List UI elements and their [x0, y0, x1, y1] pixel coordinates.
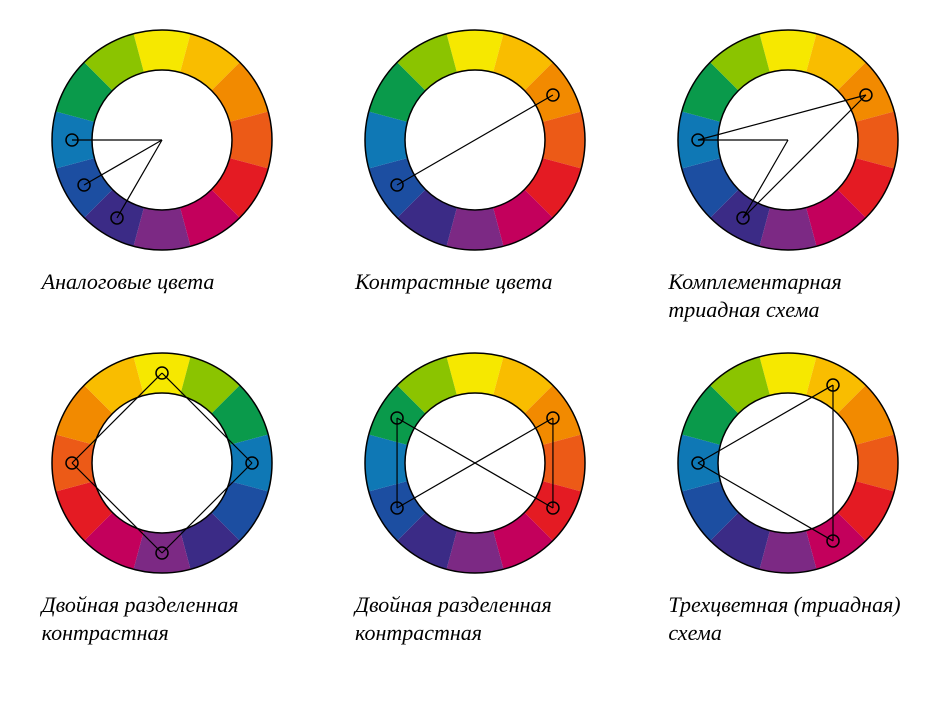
- color-wheel: [42, 343, 282, 583]
- scheme-cell-double-split-a: Двойная разделенная контрастная: [20, 343, 303, 646]
- wheel-wrap: [42, 343, 282, 583]
- scheme-cell-double-split-b: Двойная разделенная контрастная: [333, 343, 616, 646]
- wheel-wrap: [668, 343, 908, 583]
- color-wheel: [355, 20, 595, 260]
- color-wheel: [668, 20, 908, 260]
- color-wheel: [668, 343, 908, 583]
- scheme-label: Аналоговые цвета: [42, 268, 282, 296]
- scheme-cell-complementary-triad: Комплементарная триадная схема: [647, 20, 930, 323]
- scheme-cell-triadic: Трехцветная (триадная) схема: [647, 343, 930, 646]
- scheme-cell-analogous: Аналоговые цвета: [20, 20, 303, 323]
- scheme-label: Комплементарная триадная схема: [668, 268, 908, 323]
- wheel-inner-ring: [92, 393, 232, 533]
- scheme-label: Контрастные цвета: [355, 268, 595, 296]
- wheel-wrap: [668, 20, 908, 260]
- wheel-wrap: [355, 343, 595, 583]
- scheme-label: Двойная разделенная контрастная: [355, 591, 595, 646]
- wheel-wrap: [42, 20, 282, 260]
- scheme-cell-contrast: Контрастные цвета: [333, 20, 616, 323]
- color-wheel: [355, 343, 595, 583]
- color-wheel: [42, 20, 282, 260]
- scheme-label: Трехцветная (триадная) схема: [668, 591, 908, 646]
- wheel-inner-ring: [718, 393, 858, 533]
- wheel-wrap: [355, 20, 595, 260]
- scheme-label: Двойная разделенная контрастная: [42, 591, 282, 646]
- scheme-line: [397, 95, 553, 185]
